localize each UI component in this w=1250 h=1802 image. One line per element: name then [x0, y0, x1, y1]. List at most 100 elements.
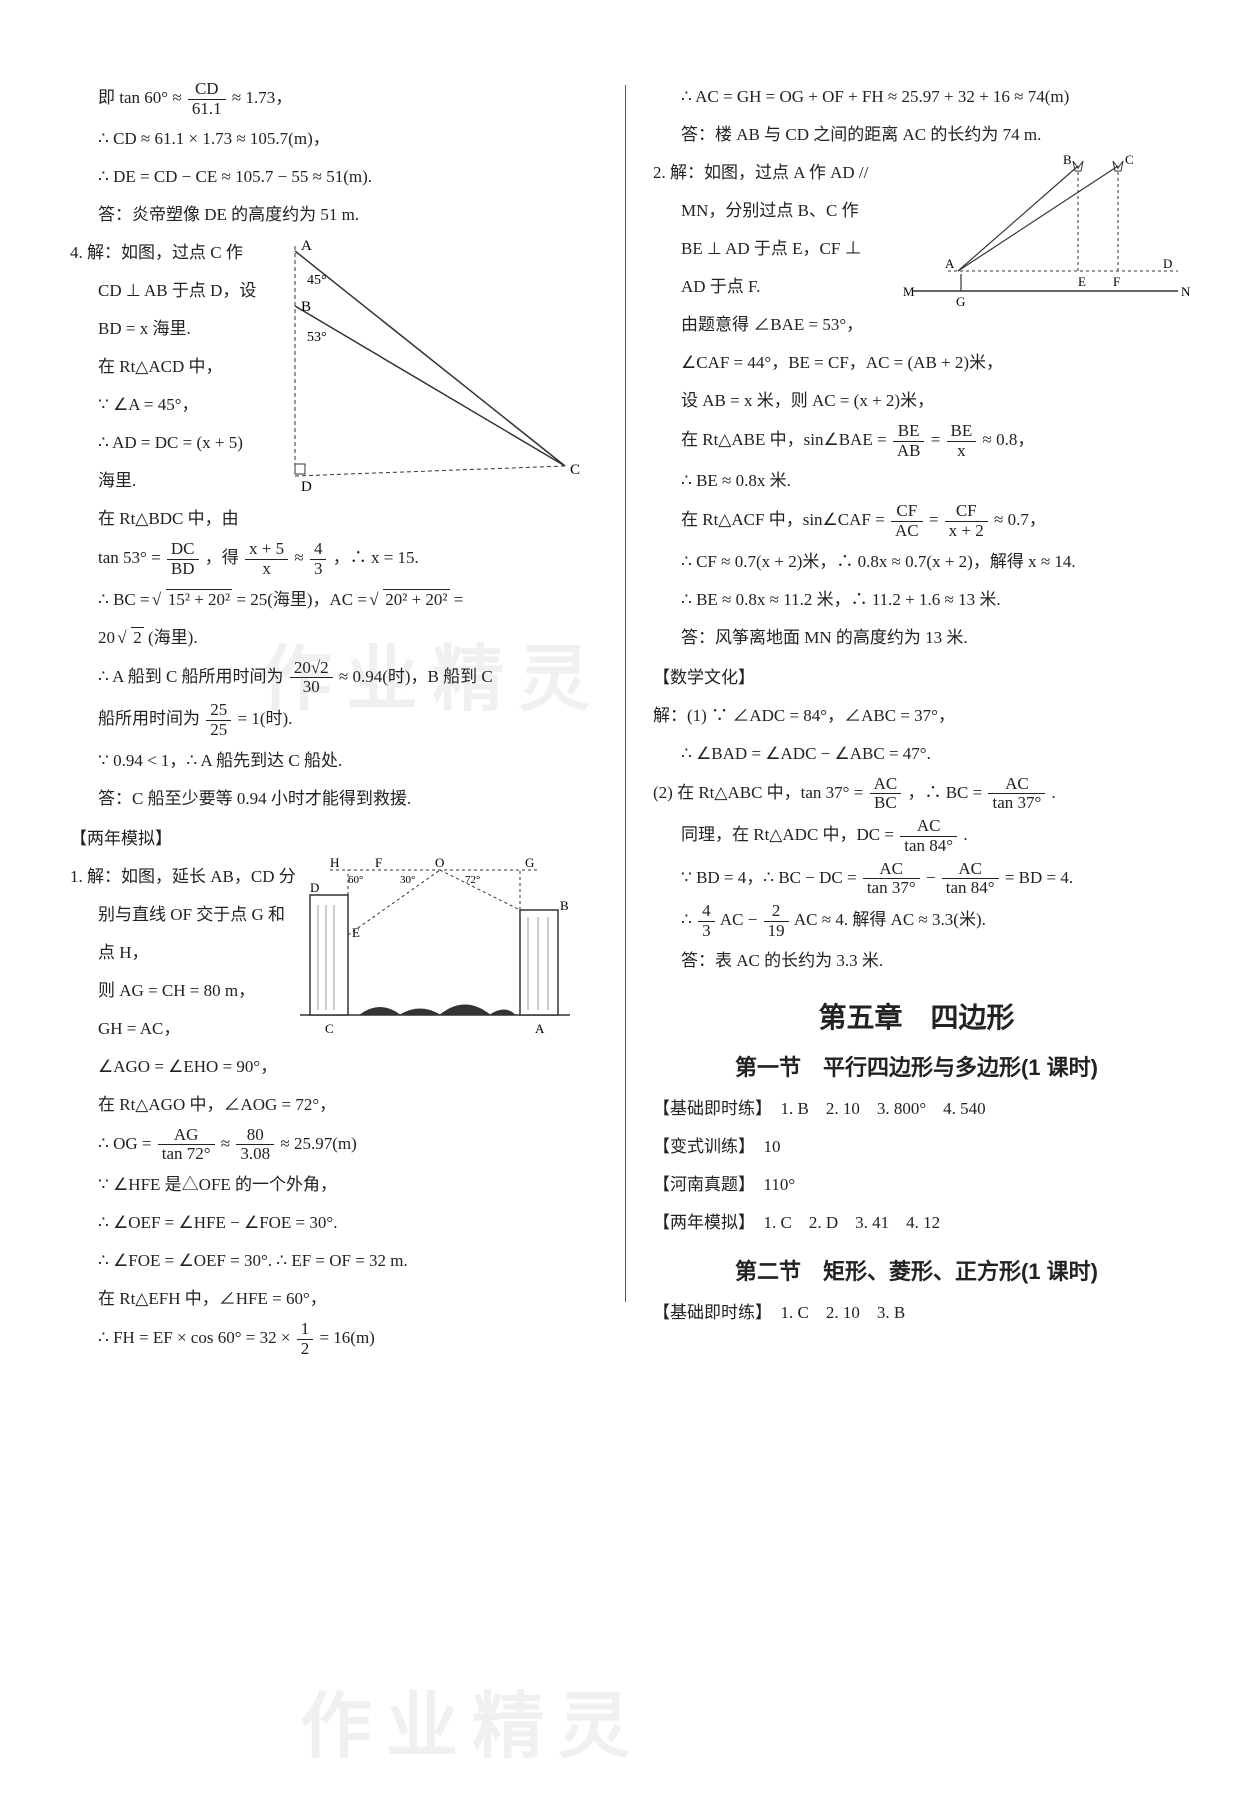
- text: ∴ FH = EF × cos 60° = 32 ×: [98, 1328, 295, 1347]
- answer-row: 【基础即时练】 1. B 2. 10 3. 800° 4. 540: [653, 1092, 1180, 1126]
- denominator: x + 2: [945, 522, 988, 541]
- fraction: AC tan 84°: [900, 817, 957, 855]
- text: ≈: [221, 1134, 235, 1153]
- text: ∴ OG =: [98, 1134, 156, 1153]
- math-line: 在 Rt△ACF 中，sin∠CAF = CF AC = CF x + 2 ≈ …: [653, 502, 1180, 540]
- answer-line: 答：炎帝塑像 DE 的高度约为 51 m.: [70, 198, 605, 232]
- fraction: DC BD: [167, 540, 199, 578]
- denominator: BC: [870, 794, 902, 813]
- text: (海里).: [148, 628, 198, 647]
- section-title: 第二节 矩形、菱形、正方形(1 课时): [653, 1254, 1180, 1286]
- watermark-text: 作业精灵: [300, 1667, 644, 1772]
- text: tan 53° =: [98, 548, 165, 567]
- text: .: [1052, 783, 1056, 802]
- fig-label-d: D: [1163, 256, 1172, 271]
- denominator: 3: [310, 560, 327, 579]
- denominator: AC: [891, 522, 923, 541]
- math-line: 即 tan 60° ≈ CD 61.1 ≈ 1.73，: [70, 80, 605, 118]
- answer-line: 答：C 船至少要等 0.94 小时才能得到救援.: [70, 782, 605, 816]
- text: 20: [98, 628, 115, 647]
- numerator: BE: [893, 422, 925, 442]
- math-line: ∴ ∠OEF = ∠HFE − ∠FOE = 30°.: [70, 1206, 605, 1240]
- fig-label-d: D: [310, 880, 319, 895]
- text: = 1(时).: [238, 709, 293, 728]
- denominator: AB: [893, 442, 925, 461]
- page-container: 即 tan 60° ≈ CD 61.1 ≈ 1.73， ∴ CD ≈ 61.1 …: [0, 0, 1250, 1402]
- math-line: ∴ FH = EF × cos 60° = 32 × 1 2 = 16(m): [70, 1320, 605, 1358]
- fig-label-n: N: [1181, 284, 1191, 299]
- fig-label-b: B: [301, 299, 311, 315]
- text: 船所用时间为: [98, 709, 200, 728]
- numerator: 1: [297, 1320, 314, 1340]
- fraction: 4 3: [310, 540, 327, 578]
- numerator: 4: [698, 902, 715, 922]
- fig-label-b: B: [560, 898, 569, 913]
- right-column: ∴ AC = GH = OG + OF + FH ≈ 25.97 + 32 + …: [625, 80, 1180, 1362]
- text: ∴ A 船到 C 船所用时间为: [98, 667, 284, 686]
- numerator: CD: [188, 80, 226, 100]
- problem-4-block: 4. 解：如图，过点 C 作 CD ⊥ AB 于点 D，设 BD = x 海里.…: [70, 236, 605, 536]
- fig-label-g: G: [956, 294, 965, 309]
- text: .: [963, 825, 967, 844]
- numerator: 4: [310, 540, 327, 560]
- denominator: tan 72°: [158, 1145, 215, 1164]
- text: 在 Rt△ABE 中，sin∠BAE =: [681, 430, 891, 449]
- math-line: ∴ BC = 15² + 20² = 25(海里)，AC = 20² + 20²…: [70, 583, 605, 617]
- denominator: tan 37°: [863, 879, 920, 898]
- numerator: 20√2: [290, 659, 333, 679]
- fig-label-a: A: [301, 238, 312, 254]
- figure-kite: A B C D E F G M N: [903, 146, 1193, 326]
- numerator: CF: [945, 502, 988, 522]
- fig-label-o: O: [435, 855, 444, 870]
- fraction: 1 2: [297, 1320, 314, 1358]
- numerator: AC: [900, 817, 957, 837]
- problem-2-block: 2. 解：如图，过点 A 作 AD // MN，分别过点 B、C 作 BE ⊥ …: [653, 156, 1180, 342]
- fraction: CD 61.1: [188, 80, 226, 118]
- denominator: tan 84°: [900, 837, 957, 856]
- section-title: 第一节 平行四边形与多边形(1 课时): [653, 1050, 1180, 1082]
- fig-label-f: F: [375, 855, 382, 870]
- text: 同理，在 Rt△ADC 中，DC =: [681, 825, 898, 844]
- denominator: 3: [698, 922, 715, 941]
- text: ≈ 0.8，: [983, 430, 1035, 449]
- text: =: [454, 590, 464, 609]
- numerator: AG: [158, 1126, 215, 1146]
- denominator: 25: [206, 721, 231, 740]
- fig-angle-30: 30°: [400, 874, 415, 886]
- text: AC −: [720, 910, 762, 929]
- text: =: [931, 430, 945, 449]
- fraction: 25 25: [206, 701, 231, 739]
- answer-line: 答：表 AC 的长约为 3.3 米.: [653, 944, 1180, 978]
- answer-line: 答：风筝离地面 MN 的高度约为 13 米.: [653, 621, 1180, 655]
- math-line: ∴ ∠FOE = ∠OEF = 30°. ∴ EF = OF = 32 m.: [70, 1244, 605, 1278]
- radicand: 2: [131, 627, 144, 647]
- fig-label-g: G: [525, 855, 534, 870]
- answer-row: 【基础即时练】 1. C 2. 10 3. B: [653, 1296, 1180, 1330]
- answer-row: 【两年模拟】 1. C 2. D 3. 41 4. 12: [653, 1206, 1180, 1240]
- denominator: 30: [290, 678, 333, 697]
- square-root: 2: [119, 621, 144, 655]
- fraction: BE AB: [893, 422, 925, 460]
- text: ，∴ BC =: [907, 783, 986, 802]
- text: ∵ BD = 4，∴ BC − DC =: [681, 868, 861, 887]
- text: = 16(m): [319, 1328, 374, 1347]
- math-line: 在 Rt△EFH 中，∠HFE = 60°，: [70, 1282, 605, 1316]
- math-line: ∠CAF = 44°，BE = CF，AC = (AB + 2)米，: [653, 346, 1180, 380]
- text: −: [926, 868, 940, 887]
- section-heading: 【数学文化】: [653, 661, 1180, 695]
- denominator: x: [947, 442, 977, 461]
- chapter-title: 第五章 四边形: [653, 996, 1180, 1036]
- numerator: 80: [236, 1126, 274, 1146]
- text: = 25(海里)，AC =: [236, 590, 371, 609]
- numerator: AC: [988, 775, 1045, 795]
- numerator: DC: [167, 540, 199, 560]
- numerator: 2: [764, 902, 789, 922]
- fig-label-e: E: [352, 925, 360, 940]
- numerator: AC: [870, 775, 902, 795]
- radicand: 15² + 20²: [166, 589, 232, 609]
- fraction: 4 3: [698, 902, 715, 940]
- text: ≈ 25.97(m): [280, 1134, 356, 1153]
- math-line: ∴ CD ≈ 61.1 × 1.73 ≈ 105.7(m)，: [70, 122, 605, 156]
- radicand: 20² + 20²: [383, 589, 449, 609]
- sim-problem-1-block: 1. 解：如图，延长 AB，CD 分 别与直线 OF 交于点 G 和 点 H， …: [70, 860, 605, 1046]
